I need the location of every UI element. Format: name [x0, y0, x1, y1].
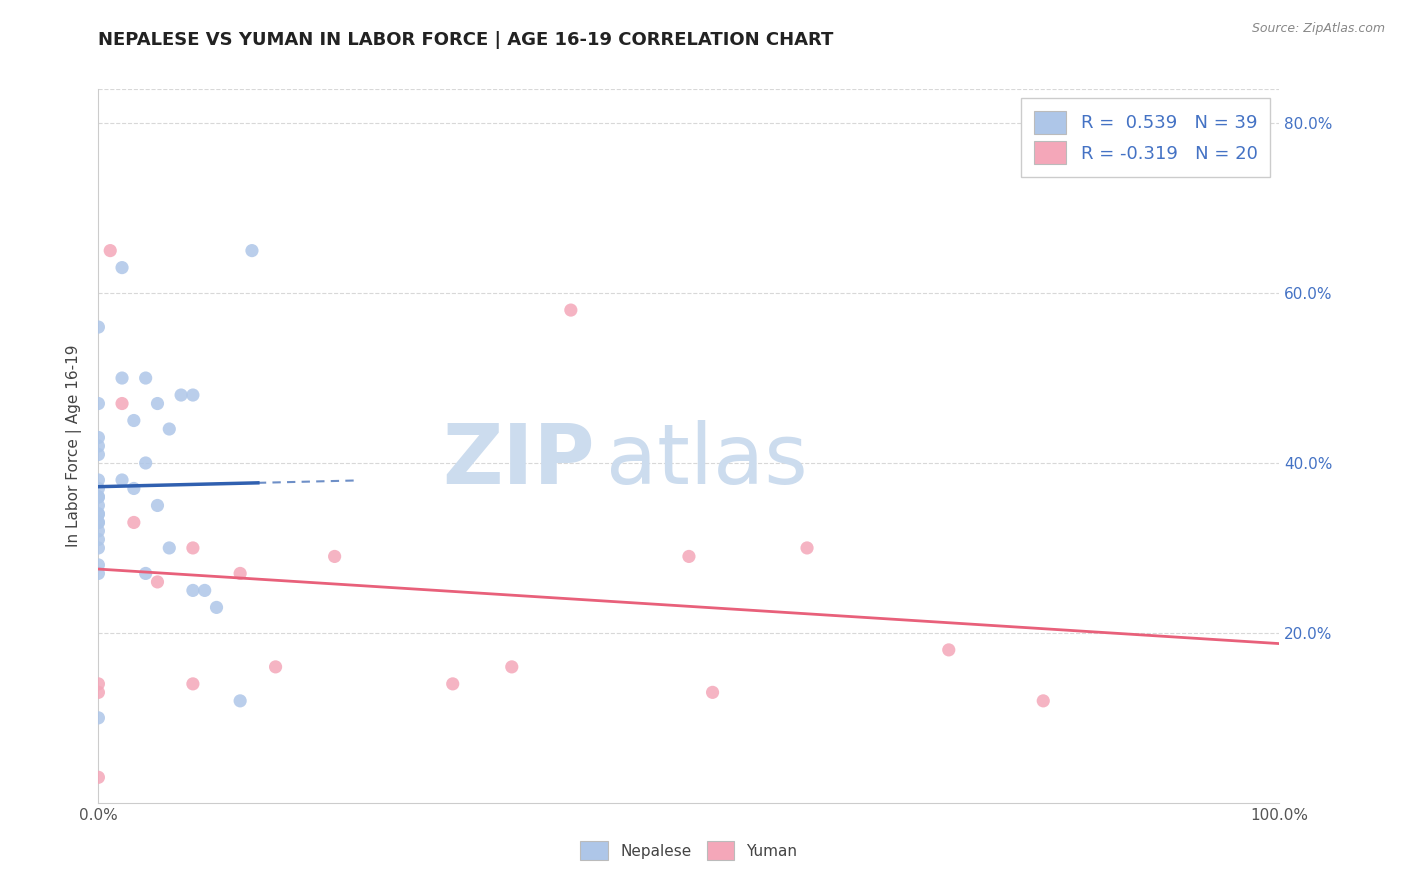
Point — [122, 516, 145, 530]
Point — [87, 677, 110, 691]
Point — [87, 770, 110, 784]
Y-axis label: In Labor Force | Age 16-19: In Labor Force | Age 16-19 — [66, 344, 83, 548]
Point — [796, 541, 818, 555]
Point — [87, 533, 110, 547]
Point — [87, 320, 110, 334]
Point — [87, 711, 110, 725]
Point — [938, 643, 960, 657]
Point — [135, 371, 157, 385]
Point — [157, 541, 180, 555]
Point — [1032, 694, 1054, 708]
Point — [87, 524, 110, 538]
Point — [87, 448, 110, 462]
Point — [146, 396, 169, 410]
Point — [87, 396, 110, 410]
Point — [111, 473, 134, 487]
Point — [205, 600, 228, 615]
Point — [87, 516, 110, 530]
Text: Source: ZipAtlas.com: Source: ZipAtlas.com — [1251, 22, 1385, 36]
Point — [87, 507, 110, 521]
Point — [181, 677, 204, 691]
Point — [122, 482, 145, 496]
Point — [135, 566, 157, 581]
Point — [146, 499, 169, 513]
Point — [229, 694, 252, 708]
Point — [87, 490, 110, 504]
Point — [135, 456, 157, 470]
Point — [560, 303, 582, 318]
Point — [87, 541, 110, 555]
Point — [87, 507, 110, 521]
Point — [157, 422, 180, 436]
Point — [87, 516, 110, 530]
Point — [87, 490, 110, 504]
Point — [181, 541, 204, 555]
Point — [181, 388, 204, 402]
Point — [323, 549, 346, 564]
Point — [264, 660, 287, 674]
Point — [146, 574, 169, 589]
Point — [111, 260, 134, 275]
Point — [702, 685, 724, 699]
Text: NEPALESE VS YUMAN IN LABOR FORCE | AGE 16-19 CORRELATION CHART: NEPALESE VS YUMAN IN LABOR FORCE | AGE 1… — [98, 31, 834, 49]
Legend: Nepalese, Yuman: Nepalese, Yuman — [574, 835, 804, 866]
Point — [87, 566, 110, 581]
Point — [111, 371, 134, 385]
Text: ZIP: ZIP — [441, 420, 595, 500]
Point — [87, 499, 110, 513]
Point — [501, 660, 523, 674]
Point — [122, 413, 145, 427]
Point — [194, 583, 217, 598]
Text: atlas: atlas — [606, 420, 808, 500]
Point — [181, 583, 204, 598]
Point — [87, 685, 110, 699]
Point — [441, 677, 464, 691]
Point — [87, 558, 110, 572]
Point — [87, 473, 110, 487]
Point — [678, 549, 700, 564]
Point — [87, 430, 110, 444]
Point — [170, 388, 193, 402]
Point — [87, 482, 110, 496]
Point — [229, 566, 252, 581]
Point — [87, 439, 110, 453]
Point — [98, 244, 121, 258]
Point — [240, 244, 263, 258]
Point — [111, 396, 134, 410]
